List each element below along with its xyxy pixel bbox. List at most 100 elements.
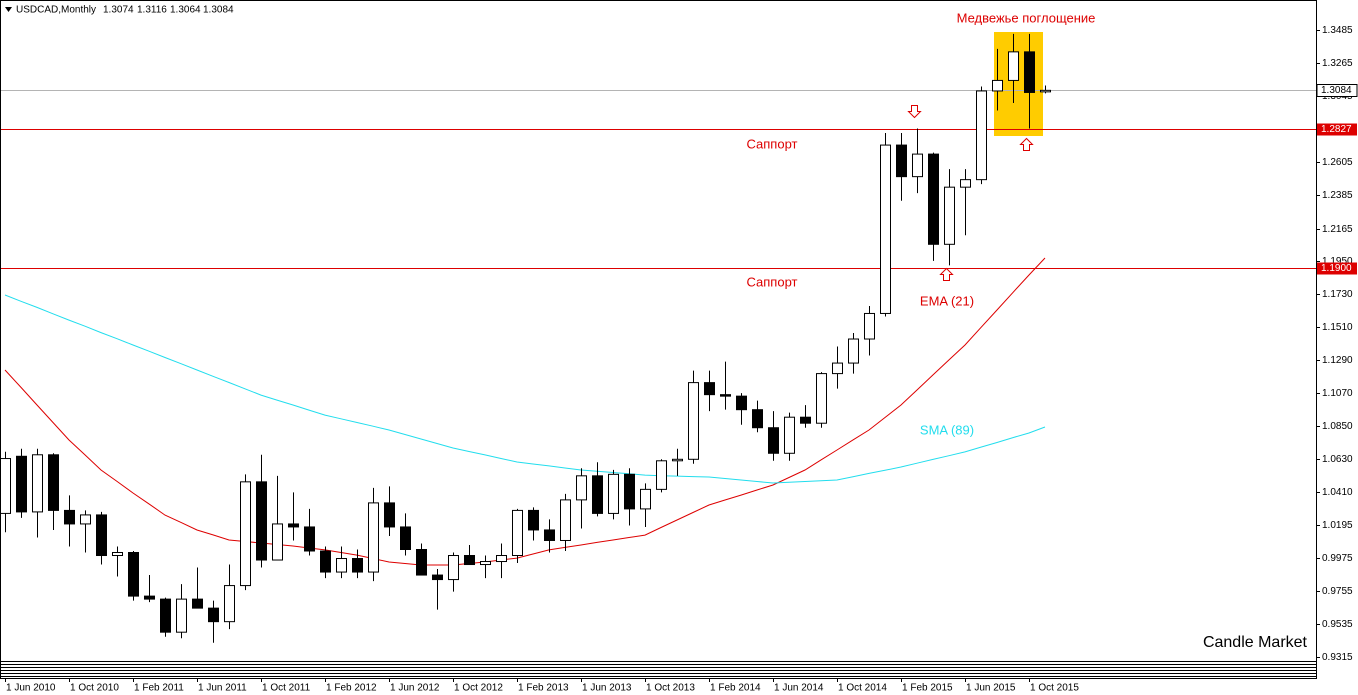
candle-body: [784, 416, 795, 454]
candle-body: [80, 514, 91, 525]
candle-body: [928, 153, 939, 245]
candle-body: [368, 502, 379, 573]
x-tick-label: 1 Oct 2011: [262, 683, 311, 694]
annotation: Саппорт: [747, 136, 798, 151]
y-tick-label: 1.1070: [1322, 388, 1353, 399]
candle-body: [704, 382, 715, 396]
candle-body: [576, 475, 587, 501]
candle-body: [896, 144, 907, 178]
candle-body: [256, 481, 267, 561]
decorations: [0, 0, 1317, 679]
y-tick-label: 0.9535: [1322, 619, 1353, 630]
y-tick-label: 1.2165: [1322, 224, 1353, 235]
candle-body: [688, 382, 699, 460]
candle-body: [32, 454, 43, 513]
candle-body: [272, 523, 283, 561]
candle-body: [880, 144, 891, 314]
y-tick-label: 1.1950: [1322, 256, 1353, 267]
candle-body: [16, 455, 27, 513]
y-tick-label: 1.0630: [1322, 454, 1353, 465]
x-tick-label: 1 Feb 2014: [710, 683, 761, 694]
header-open: 1.3074: [103, 5, 134, 16]
candle-body: [320, 550, 331, 573]
candle-body: [816, 373, 827, 424]
x-tick-label: 1 Feb 2013: [518, 683, 569, 694]
x-tick-label: 1 Jun 2013: [582, 683, 632, 694]
candle-body: [448, 555, 459, 581]
candle-body: [464, 555, 475, 566]
x-tick-label: 1 Oct 2013: [646, 683, 695, 694]
candle-body: [176, 598, 187, 633]
y-tick-label: 1.2385: [1322, 190, 1353, 201]
candle-body: [1040, 89, 1051, 93]
candle-body: [544, 529, 555, 541]
candle-body: [144, 595, 155, 600]
y-tick-label: 1.0850: [1322, 421, 1353, 432]
candle-body: [288, 523, 299, 528]
candle-body: [128, 552, 139, 597]
candle-body: [848, 338, 859, 364]
overlay-label: EMA (21): [920, 293, 974, 308]
candle-body: [640, 488, 651, 510]
y-tick-label: 0.9755: [1322, 586, 1353, 597]
overlay-label: SMA (89): [920, 422, 974, 437]
candle-body: [512, 509, 523, 557]
bottom-stripes: [0, 661, 1316, 677]
candle-body: [160, 598, 171, 633]
arrow-up: [939, 267, 954, 281]
annotation: Саппорт: [747, 274, 798, 289]
x-tick-label: 1 Jun 2015: [966, 683, 1016, 694]
candle-body: [560, 499, 571, 541]
candle-body: [240, 481, 251, 587]
moving-average: [4, 294, 1046, 484]
y-tick-label: 1.0410: [1322, 487, 1353, 498]
y-tick-label: 0.9975: [1322, 553, 1353, 564]
candle-body: [48, 454, 59, 511]
candle-body: [208, 607, 219, 623]
candle-body: [480, 561, 491, 566]
y-tick-label: 1.3485: [1322, 25, 1353, 36]
x-tick-label: 1 Oct 2015: [1030, 683, 1079, 694]
candle-body: [384, 502, 395, 528]
header-high: 1.3116: [137, 5, 167, 16]
arrow-down: [907, 105, 922, 119]
candle-body: [416, 548, 427, 576]
arrow-up: [1019, 137, 1034, 151]
x-tick-label: 1 Feb 2011: [134, 683, 184, 694]
header-close: 1.3084: [203, 5, 234, 16]
x-tick-label: 1 Jun 2014: [774, 683, 824, 694]
y-tick-label: 1.1510: [1322, 322, 1353, 333]
candle-body: [608, 473, 619, 514]
candle-body: [832, 362, 843, 375]
candle-body: [352, 558, 363, 573]
x-tick-label: 1 Feb 2012: [326, 683, 377, 694]
candle-body: [976, 90, 987, 181]
candle-body: [432, 574, 443, 581]
candle-body: [736, 395, 747, 411]
candle-body: [944, 186, 955, 245]
y-tick-label: 0.9315: [1322, 652, 1353, 663]
candle-body: [656, 460, 667, 490]
level-label: 1.2827: [1321, 124, 1352, 135]
price-label: 1.3084: [1321, 85, 1352, 96]
candle-body: [864, 312, 875, 340]
moving-average: [4, 257, 1046, 566]
candle-body: [768, 427, 779, 454]
candle-body: [752, 409, 763, 429]
header-low: 1.3064: [170, 5, 201, 16]
candle-body: [800, 416, 811, 424]
candle-body: [64, 509, 75, 525]
x-tick-label: 1 Jun 2011: [198, 683, 247, 694]
y-tick-label: 1.3265: [1322, 58, 1353, 69]
y-tick-label: 1.2605: [1322, 157, 1353, 168]
x-tick-label: 1 Oct 2012: [454, 683, 503, 694]
level-label-box: [1317, 262, 1357, 275]
candle-body: [496, 555, 507, 563]
candle-body: [624, 473, 635, 510]
candle-body: [304, 526, 315, 552]
x-tick-label: 1 Jun 2012: [390, 683, 440, 694]
annotation: Медвежье поглощение: [957, 10, 1096, 25]
candle-body: [912, 153, 923, 178]
